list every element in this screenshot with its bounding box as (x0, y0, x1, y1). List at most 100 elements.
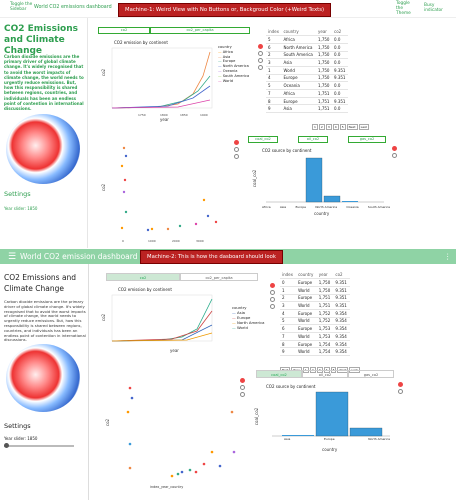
tab-coal-co2[interactable]: coal_co2 (256, 370, 302, 378)
app-title: World CO2 emission dashboard (20, 252, 138, 261)
table-row: 5 Africa 1,750 0.0 (266, 35, 348, 44)
settings-heading: Settings (4, 422, 31, 430)
climate-globe-image (6, 114, 80, 184)
legend-item[interactable]: — North America (232, 320, 265, 325)
page-button[interactable]: 1 (312, 124, 318, 130)
zoom-icon[interactable] (234, 147, 239, 152)
table-row: 2 Europe 1,751 9.351 (280, 294, 350, 303)
last-page-button[interactable]: Last (358, 124, 369, 130)
table-row: 5 Oceania 1,750 0.0 (266, 81, 348, 90)
toggle-sidebar-link[interactable]: Toggle the Sidebar (10, 2, 33, 12)
scatter-chart-m2 (126, 386, 236, 478)
legend-title: country (232, 305, 247, 310)
pan-icon[interactable] (270, 297, 275, 302)
data-table-m1: index country year co2 5 Africa 1,750 0.0 6 Nor… (266, 28, 348, 114)
bar-x-ticks: Africa Asia Europe North America Oceania Sout… (262, 205, 390, 209)
year-slider[interactable] (4, 445, 74, 447)
line-chart-title: CO2 emission by continent (114, 40, 168, 45)
tab-co2-per-capita[interactable]: co2_per_capita (150, 27, 250, 34)
table-row: 3 World 1,751 9.351 (280, 301, 350, 310)
page-button[interactable]: 5 (339, 124, 346, 130)
machine1-sidebar: CO2 Emissions and Climate Change Carbon … (0, 18, 88, 248)
svg-text:1750: 1750 (138, 113, 146, 117)
climate-globe-image (6, 344, 80, 412)
line-chart-m1: 1750 1800 1850 1900 (111, 47, 213, 117)
table-row: 5 World 1,752 9.354 (280, 317, 350, 326)
legend-item[interactable]: — North America (218, 64, 249, 69)
zoom-icon[interactable] (270, 290, 275, 295)
machine1-banner: Machine-1: Weird View with No Buttons or… (118, 3, 332, 17)
page-button[interactable]: 3 (325, 124, 332, 130)
svg-text:1800: 1800 (160, 113, 168, 117)
legend-item[interactable]: — Oceania (218, 68, 238, 73)
next-page-button[interactable]: Next (346, 124, 358, 130)
legend-item[interactable]: — Asia (232, 310, 245, 315)
save-icon[interactable] (398, 382, 403, 387)
pan-icon[interactable] (258, 58, 263, 63)
svg-text:3000: 3000 (196, 239, 204, 243)
scatter-chart-m1: 0 1000 2000 3000 (118, 140, 226, 243)
save-icon[interactable] (392, 146, 397, 151)
line-chart-ylabel: co2 (101, 313, 107, 322)
table-row: 8 Europe 1,754 9.354 (280, 340, 350, 349)
tab-oil-co2[interactable]: oil_co2 (302, 370, 348, 378)
legend-item[interactable]: — Europe (218, 59, 236, 64)
bar-x-ticks: Asia Europe North America (284, 437, 390, 441)
svg-text:2000: 2000 (172, 239, 180, 243)
table-row: 3 Asia 1,750 0.0 (266, 58, 348, 67)
machine2-banner: Machine-2: This is how the dasboard shou… (140, 250, 283, 264)
legend-item[interactable]: — World (218, 78, 234, 83)
sidebar-title: CO2 Emissions and Climate Change (4, 24, 79, 56)
toggle-theme-link[interactable]: Toggle the Theme (396, 1, 411, 16)
tab-co2[interactable]: co2 (106, 273, 180, 281)
reset-icon[interactable] (270, 304, 275, 309)
save-icon[interactable] (258, 44, 263, 49)
save-icon[interactable] (234, 140, 239, 145)
legend-item[interactable]: — Africa (218, 49, 233, 54)
table-row: 7 World 1,753 9.354 (280, 332, 350, 341)
bar-xlabel: country (322, 447, 338, 452)
tab-gas-co2[interactable]: gas_co2 (348, 370, 394, 378)
year-slider-label: Year slider: 1850 (4, 206, 38, 211)
line-legend-m2: country — Asia — Europe — North America … (232, 305, 265, 330)
tab-co2-per-capita[interactable]: co2_per_capita (180, 273, 258, 281)
table-row: 9 Asia 1,751 0.0 (266, 104, 348, 114)
reset-icon[interactable] (234, 154, 239, 159)
reset-icon[interactable] (240, 392, 245, 397)
svg-text:1000: 1000 (148, 239, 156, 243)
table-row: 0 Europe 1,750 9.351 (280, 278, 350, 287)
legend-item[interactable]: — Asia (218, 54, 231, 59)
bar-chart-m2 (272, 391, 390, 437)
sidebar-description: Carbon dioxide emissions are the primary… (4, 54, 84, 112)
bar-chart-title: CO2 source by continent (262, 148, 312, 153)
scatter-toolbar (240, 378, 245, 399)
line-chart-title: CO2 emission by continent (118, 287, 172, 292)
save-icon[interactable] (240, 378, 245, 383)
save-icon[interactable] (270, 283, 275, 288)
zoom-icon[interactable] (240, 385, 245, 390)
page-button[interactable]: 4 (332, 124, 339, 130)
tab-oil-co2[interactable]: oil_co2 (298, 136, 328, 143)
reset-icon[interactable] (258, 65, 263, 70)
year-slider-handle[interactable] (4, 443, 9, 448)
legend-item[interactable]: — Europe (232, 315, 251, 320)
bar-ylabel: coal_co2 (254, 407, 260, 426)
scatter-ylabel: co2 (101, 183, 107, 192)
svg-text:1900: 1900 (200, 113, 208, 117)
menu-icon[interactable]: ☰ (8, 252, 17, 262)
scatter-toolbar (234, 140, 239, 161)
legend-item[interactable]: — South America (218, 73, 250, 78)
table-row: 4 Europe 1,752 9.354 (280, 309, 350, 318)
tab-gas-co2[interactable]: gas_co2 (348, 136, 386, 143)
line-legend-m1: country — Africa — Asia — Europe — North… (218, 45, 249, 83)
more-icon[interactable]: ⋮ (444, 252, 452, 261)
tab-co2[interactable]: co2 (98, 27, 150, 34)
zoom-icon[interactable] (258, 51, 263, 56)
page-button[interactable]: 2 (318, 124, 325, 130)
bar-chart-title: CO2 source by continent (266, 384, 316, 389)
tab-coal-co2[interactable]: coal_co2 (248, 136, 278, 143)
legend-item[interactable]: — World (232, 325, 248, 330)
zoom-icon[interactable] (392, 153, 397, 158)
zoom-icon[interactable] (398, 389, 403, 394)
